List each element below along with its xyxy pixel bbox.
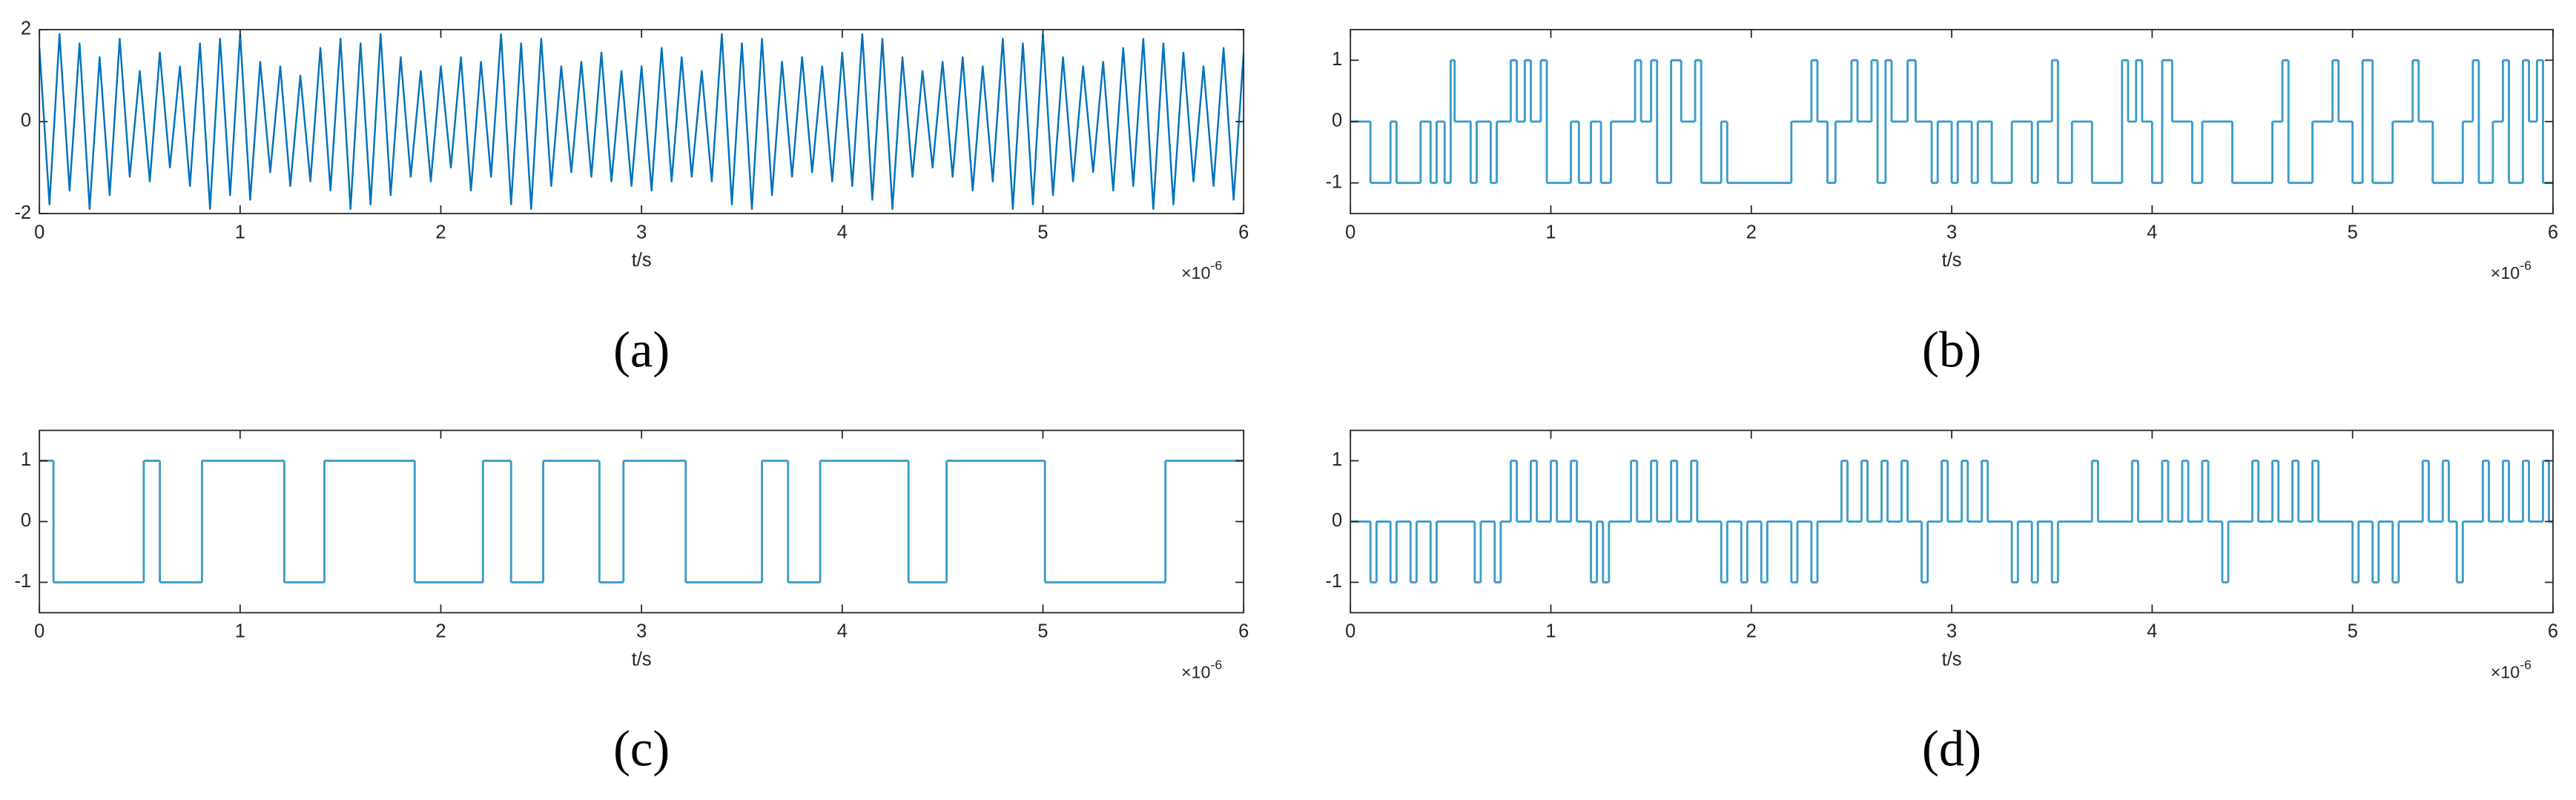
x-tick-label: 1 <box>235 621 245 642</box>
x-tick-label: 5 <box>1037 621 1048 642</box>
axes-frame <box>39 429 1245 614</box>
x-tick-label: 0 <box>34 621 44 642</box>
x-multiplier: ×10-6 <box>2491 258 2532 283</box>
y-tick-label: 1 <box>21 449 31 470</box>
caption: (a) <box>613 321 670 377</box>
multiplier-base: ×10 <box>2491 263 2520 282</box>
x-tick-label: 5 <box>2348 222 2358 242</box>
plot-area <box>39 460 1244 584</box>
x-tick-label: 0 <box>34 222 44 242</box>
multiplier-base: ×10 <box>1181 263 1211 282</box>
multiplier-base: ×10 <box>1181 663 1211 682</box>
subplot: 0 1 2 3 4 5 6 -1 0 1 t/s ×10-6 (c) <box>14 429 1249 777</box>
y-tick-label: -1 <box>14 571 31 592</box>
multiplier-exponent: -6 <box>1210 657 1222 672</box>
x-tick-label: 4 <box>2147 621 2157 642</box>
x-multiplier: ×10-6 <box>2491 657 2532 682</box>
x-tick-label: 1 <box>1545 621 1556 642</box>
y-tick-label: -1 <box>1325 171 1342 192</box>
x-tick-label: 3 <box>1946 222 1957 242</box>
y-tick-label: 0 <box>21 110 31 131</box>
y-tick-label: 0 <box>21 510 31 531</box>
subplot: 0 1 2 3 4 5 6 -1 0 1 t/s ×10-6 (b) <box>1325 29 2558 377</box>
y-tick-label: -2 <box>14 202 31 223</box>
x-tick-label: 4 <box>837 621 848 642</box>
x-tick-label: 3 <box>1946 621 1957 642</box>
multiplier-exponent: -6 <box>2520 258 2532 273</box>
x-multiplier: ×10-6 <box>1181 258 1222 283</box>
x-tick-label: 3 <box>636 222 647 242</box>
x-tick-label: 3 <box>636 621 647 642</box>
y-tick-label: 2 <box>21 19 31 39</box>
y-tick-label: 1 <box>1332 49 1342 70</box>
caption: (d) <box>1922 721 1981 777</box>
x-tick-label: 2 <box>1746 222 1757 242</box>
y-tick-label: 0 <box>1332 510 1342 531</box>
plot-area <box>1350 460 2553 584</box>
y-tick-label: -1 <box>1325 571 1342 592</box>
x-tick-label: 6 <box>1238 621 1249 642</box>
x-tick-label: 6 <box>2548 621 2558 642</box>
y-tick-label: 1 <box>1332 449 1342 470</box>
signal-line <box>39 33 1244 211</box>
x-axis-label: t/s <box>1942 250 1962 271</box>
x-tick-label: 0 <box>1345 222 1355 242</box>
x-tick-label: 6 <box>2548 222 2558 242</box>
plot-area <box>39 33 1244 211</box>
caption: (b) <box>1922 321 1981 377</box>
x-tick-label: 2 <box>435 222 446 242</box>
x-tick-label: 1 <box>235 222 245 242</box>
x-tick-label: 0 <box>1345 621 1355 642</box>
caption: (c) <box>613 721 670 777</box>
x-tick-label: 5 <box>2348 621 2358 642</box>
x-axis-label: t/s <box>1942 649 1962 670</box>
x-tick-label: 4 <box>2147 222 2157 242</box>
x-tick-label: 2 <box>1746 621 1757 642</box>
plot-area <box>1350 59 2553 185</box>
multiplier-base: ×10 <box>2491 663 2520 682</box>
x-multiplier: ×10-6 <box>1181 657 1222 682</box>
x-tick-label: 5 <box>1037 222 1048 242</box>
x-axis-label: t/s <box>632 649 652 670</box>
x-tick-label: 4 <box>837 222 848 242</box>
x-tick-label: 6 <box>1238 222 1249 242</box>
y-tick-label: 0 <box>1332 110 1342 131</box>
multiplier-exponent: -6 <box>2520 657 2532 672</box>
x-tick-label: 1 <box>1545 222 1556 242</box>
x-tick-label: 2 <box>435 621 446 642</box>
subplot: 0 1 2 3 4 5 6 -1 0 1 t/s ×10-6 (d) <box>1325 429 2558 777</box>
x-axis-label: t/s <box>632 250 652 271</box>
multiplier-exponent: -6 <box>1210 258 1222 273</box>
